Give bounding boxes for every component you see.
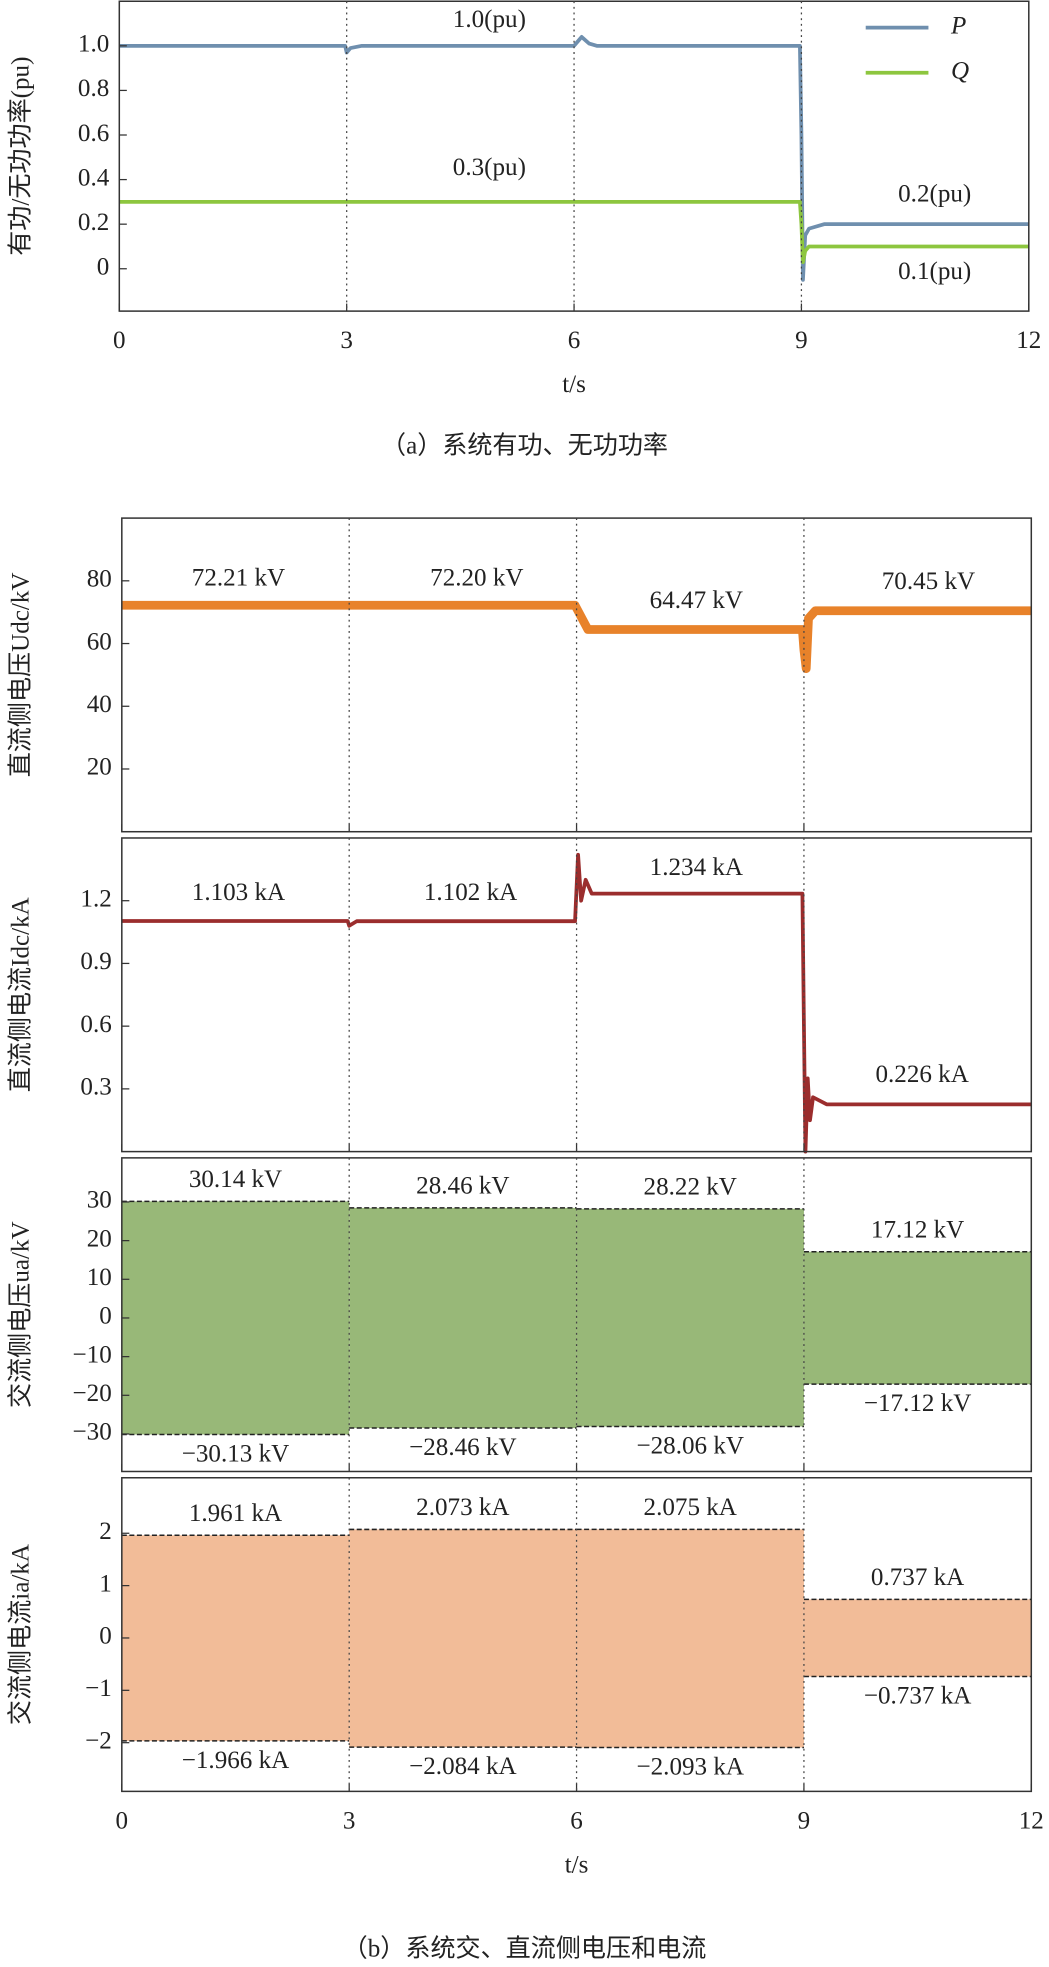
y-axis-label: 有功/无功功率(pu) [6, 57, 34, 256]
y-tick-label: 1.0 [78, 31, 109, 58]
envelope [121, 1201, 350, 1435]
y-tick-label: −1 [85, 1675, 112, 1702]
y-axis-label: 直流侧电压Udc/kV [6, 573, 34, 778]
y-tick-label: 20 [87, 1225, 112, 1252]
caption: （a）系统有功、无功功率 [381, 432, 668, 460]
x-tick-label: 0 [116, 1807, 129, 1834]
value-label: −2.084 kA [409, 1753, 516, 1780]
annotation: 0.3(pu) [453, 154, 526, 181]
value-label: 28.22 kV [644, 1174, 737, 1201]
series-line [121, 600, 1032, 674]
y-tick-label: 20 [87, 754, 112, 781]
y-tick-label: 0.3 [80, 1074, 111, 1101]
value-label: 28.46 kV [416, 1173, 509, 1200]
series-line [119, 199, 1029, 264]
value-label: −28.06 kV [636, 1433, 744, 1460]
value-label: 2.073 kA [416, 1494, 509, 1521]
x-tick-label: 6 [570, 1807, 583, 1834]
y-tick-label: −30 [73, 1419, 112, 1446]
x-axis-label: t/s [565, 1851, 589, 1878]
x-tick-label: 6 [568, 327, 581, 354]
x-axis-label: t/s [562, 371, 586, 398]
y-tick-label: 30 [87, 1187, 112, 1214]
series-line [119, 35, 1029, 282]
envelope [349, 1207, 577, 1429]
annotation: 64.47 kV [650, 587, 743, 614]
y-tick-label: 1 [99, 1570, 112, 1597]
annotation: 0.1(pu) [898, 258, 971, 285]
value-label: −17.12 kV [864, 1390, 972, 1417]
annotation: 0.226 kA [875, 1061, 968, 1088]
y-tick-label: 0 [99, 1303, 112, 1330]
annotation: 0.2(pu) [898, 180, 971, 207]
annotation: 70.45 kV [882, 568, 975, 595]
value-label: 1.961 kA [189, 1500, 282, 1527]
annotation: 1.102 kA [424, 879, 517, 906]
value-label: 0.737 kA [871, 1564, 964, 1591]
caption: （b）系统交、直流侧电压和电流 [343, 1934, 707, 1962]
envelope [576, 1208, 804, 1427]
value-label: −1.966 kA [182, 1747, 290, 1774]
series-line [121, 852, 1032, 1154]
annotation: 1.234 kA [650, 854, 743, 881]
y-axis-label: 交流侧电流ia/kA [6, 1544, 34, 1725]
annotation: 72.21 kV [192, 564, 285, 591]
y-tick-label: 0 [97, 254, 110, 281]
y-tick-label: 2 [99, 1518, 112, 1545]
y-tick-label: 40 [87, 691, 112, 718]
legend-label: Q [951, 58, 969, 85]
y-tick-label: 80 [87, 566, 112, 593]
envelope [349, 1529, 577, 1748]
y-tick-label: 10 [87, 1264, 112, 1291]
value-label: −30.13 kV [182, 1441, 290, 1468]
value-label: 17.12 kV [871, 1216, 964, 1243]
annotation: 1.0(pu) [453, 6, 526, 33]
x-tick-label: 3 [340, 327, 353, 354]
envelope [121, 1535, 350, 1741]
value-label: 2.075 kA [644, 1494, 737, 1521]
y-tick-label: 1.2 [80, 885, 111, 912]
y-tick-label: −10 [73, 1341, 112, 1368]
y-tick-label: 0.6 [80, 1011, 111, 1038]
y-axis-label: 直流侧电流Idc/kA [6, 897, 34, 1092]
annotation: 1.103 kA [192, 879, 285, 906]
value-label: 30.14 kV [189, 1166, 282, 1193]
x-tick-label: 9 [795, 327, 808, 354]
y-tick-label: −20 [73, 1380, 112, 1407]
y-axis-label: 交流侧电压ua/kV [6, 1221, 34, 1408]
envelope [803, 1599, 1032, 1677]
x-tick-label: 3 [343, 1807, 356, 1834]
y-tick-label: 60 [87, 628, 112, 655]
x-tick-label: 12 [1016, 327, 1041, 354]
y-tick-label: 0.2 [78, 209, 109, 236]
legend-label: P [950, 12, 966, 39]
y-tick-label: 0.4 [78, 164, 110, 191]
x-tick-label: 12 [1019, 1807, 1044, 1834]
y-tick-label: −2 [85, 1727, 112, 1754]
value-label: −0.737 kA [864, 1683, 972, 1710]
value-label: −28.46 kV [409, 1434, 516, 1461]
y-tick-label: 0 [99, 1623, 112, 1650]
value-label: −2.093 kA [636, 1754, 744, 1781]
x-tick-label: 9 [798, 1807, 811, 1834]
y-tick-label: 0.8 [78, 75, 109, 102]
envelope [803, 1251, 1032, 1385]
annotation: 72.20 kV [430, 564, 523, 591]
y-tick-label: 0.9 [80, 948, 111, 975]
x-tick-label: 0 [113, 327, 126, 354]
envelope [576, 1529, 804, 1748]
y-tick-label: 0.6 [78, 120, 109, 147]
